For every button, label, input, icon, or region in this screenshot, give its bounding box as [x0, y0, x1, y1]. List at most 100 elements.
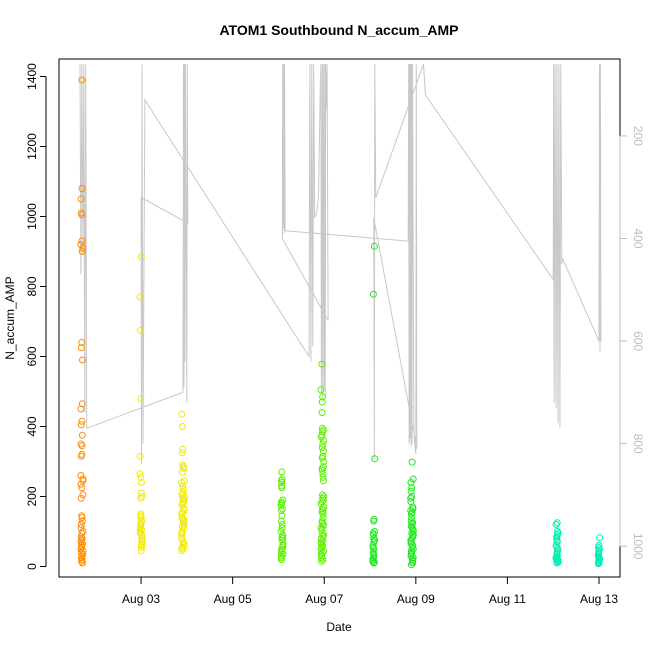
data-point — [319, 393, 327, 401]
data-point — [78, 248, 86, 255]
data-point — [318, 549, 326, 556]
data-point — [79, 547, 87, 555]
data-point — [278, 468, 286, 476]
data-point — [138, 526, 146, 534]
data-point — [319, 536, 327, 544]
data-point — [318, 428, 326, 436]
data-point — [407, 561, 415, 569]
data-point — [178, 410, 186, 418]
data-point — [179, 545, 187, 553]
data-point — [77, 344, 85, 352]
x-tick-label: Aug 13 — [580, 592, 618, 606]
y-tick-label: 200 — [25, 486, 39, 506]
data-point — [77, 524, 85, 532]
data-point — [78, 417, 86, 425]
data-point — [179, 482, 187, 490]
y-tick-label: 600 — [25, 346, 39, 366]
data-point — [178, 522, 186, 530]
x-tick-label: Aug 07 — [305, 592, 343, 606]
data-point — [407, 479, 415, 486]
data-point — [278, 484, 286, 492]
data-point — [277, 507, 285, 514]
data-point — [79, 559, 86, 567]
data-point — [407, 494, 415, 502]
data-point — [407, 517, 415, 525]
data-point — [78, 339, 86, 346]
data-point — [317, 386, 325, 394]
data-point — [318, 409, 326, 416]
data-point — [178, 479, 186, 486]
data-point — [370, 545, 378, 553]
data-point — [78, 517, 86, 525]
secondary-tick-label: 1000 — [631, 533, 645, 560]
data-point — [408, 514, 416, 521]
data-point — [408, 484, 416, 492]
data-point — [370, 558, 378, 566]
data-point — [277, 528, 285, 535]
data-point — [77, 538, 85, 546]
data-point — [179, 423, 186, 430]
data-point — [318, 360, 326, 368]
data-point — [553, 519, 561, 527]
data-point — [137, 547, 145, 555]
data-point — [278, 536, 286, 544]
data-point — [319, 470, 327, 478]
data-point — [138, 531, 146, 539]
data-point — [278, 521, 286, 528]
data-point — [319, 473, 327, 481]
data-point — [408, 543, 416, 551]
data-point — [596, 534, 604, 542]
data-point — [179, 445, 187, 453]
data-point — [408, 458, 416, 466]
data-point — [407, 510, 415, 518]
data-point — [371, 455, 379, 463]
y-tick-label: 400 — [25, 416, 39, 436]
data-point — [370, 242, 378, 250]
data-point — [137, 253, 145, 261]
data-point — [370, 517, 378, 525]
data-point — [77, 195, 85, 203]
chart-title: ATOM1 Southbound N_accum_AMP — [219, 22, 458, 38]
data-point — [78, 237, 86, 245]
data-point — [78, 484, 86, 492]
data-point — [318, 508, 326, 516]
data-point — [79, 491, 87, 499]
data-point — [317, 554, 325, 562]
data-point — [318, 444, 326, 451]
y-tick-label: 1200 — [25, 133, 39, 160]
data-point — [318, 557, 326, 565]
data-point — [319, 514, 327, 521]
data-point — [77, 480, 85, 488]
data-point — [79, 477, 87, 485]
y-tick-label: 0 — [25, 563, 39, 570]
x-tick-label: Aug 03 — [122, 592, 160, 606]
data-point — [279, 505, 286, 513]
data-point — [78, 442, 86, 450]
data-point — [318, 424, 326, 432]
y-tick-label: 1400 — [25, 63, 39, 90]
data-point — [319, 556, 327, 563]
secondary-tick-label: 800 — [631, 434, 645, 454]
data-point — [78, 400, 86, 408]
data-point — [277, 517, 285, 525]
data-point — [552, 521, 560, 528]
data-point — [319, 522, 327, 530]
data-point — [407, 507, 415, 514]
data-point — [554, 558, 562, 566]
y-axis: 0 200 400 600 800 1000 1200 1400 — [25, 63, 47, 570]
data-point — [318, 519, 326, 527]
data-point — [278, 524, 286, 532]
data-point — [319, 510, 327, 518]
points-layer — [77, 76, 604, 569]
data-point — [137, 489, 145, 497]
data-point — [137, 494, 145, 502]
data-point — [320, 437, 327, 444]
data-point — [369, 290, 377, 298]
data-point — [320, 447, 327, 455]
data-point — [136, 452, 144, 460]
data-point — [370, 538, 378, 546]
data-point — [137, 529, 144, 537]
secondary-y-axis: 200 400 600 800 1000 — [619, 126, 645, 560]
x-axis-label: Date — [326, 620, 352, 634]
